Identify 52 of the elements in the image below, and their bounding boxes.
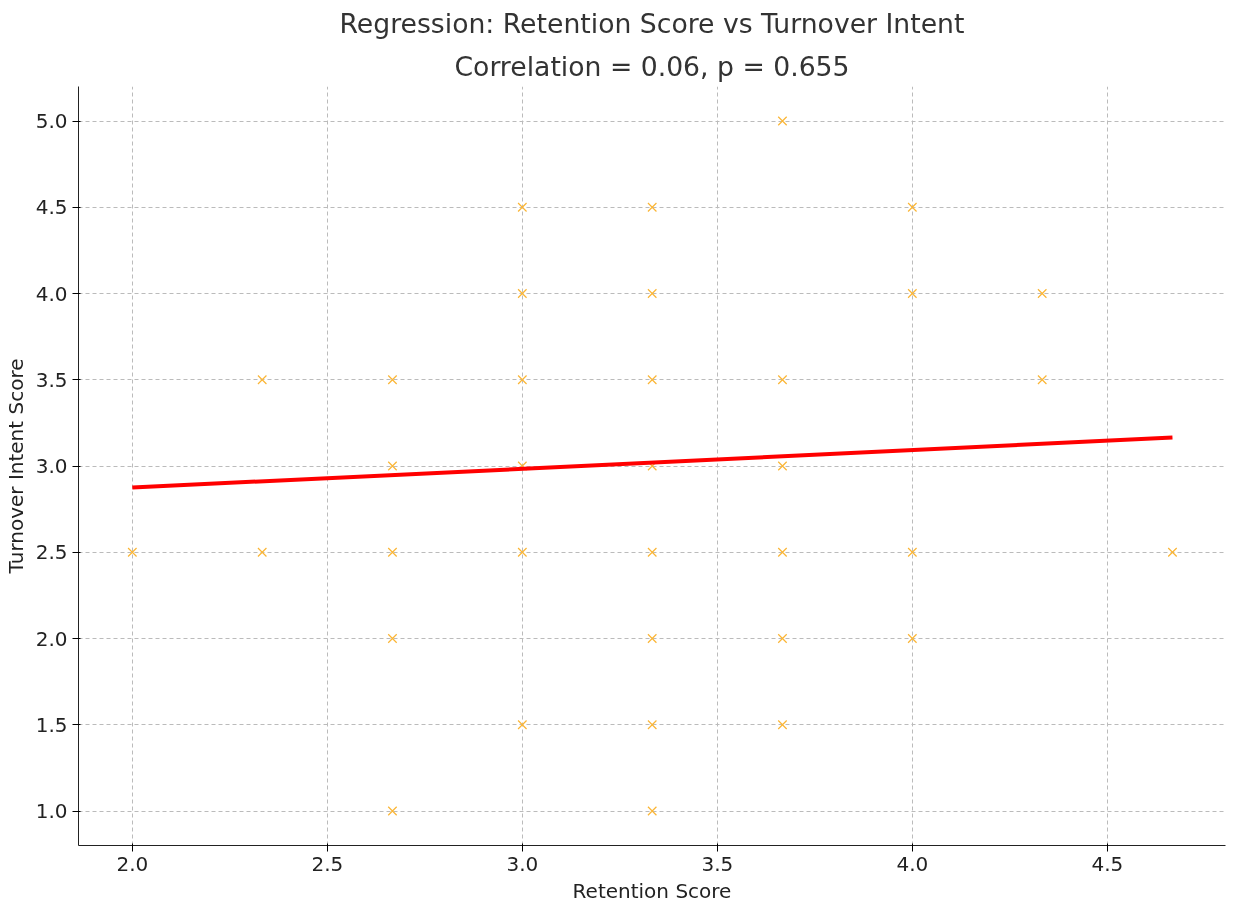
point [907, 288, 918, 299]
point [1037, 288, 1048, 299]
point [647, 547, 658, 558]
y-tick-label: 5.0 [35, 109, 68, 133]
x-tick-label: 4.5 [1091, 851, 1124, 876]
y-tick-label: 1.0 [35, 799, 68, 823]
point [517, 719, 528, 730]
point [647, 374, 658, 385]
y-tick-label: 4.5 [35, 195, 68, 220]
x-tick-label: 2.0 [116, 851, 149, 876]
point [517, 374, 528, 385]
y-tick-label: 4.0 [35, 281, 68, 306]
point [647, 633, 658, 644]
point [387, 547, 398, 558]
y-tick-label: 2.5 [35, 540, 68, 565]
point [777, 547, 788, 558]
y-tick-label: 3.0 [35, 454, 68, 478]
point [907, 202, 918, 213]
x-tick-label: 2.5 [311, 851, 344, 876]
point [907, 547, 918, 558]
point [387, 374, 398, 385]
point [777, 116, 788, 126]
y-tick-label: 1.5 [35, 712, 68, 737]
chart-subtitle: Correlation = 0.06, p = 0.655 [454, 50, 850, 82]
point [387, 633, 398, 644]
point [1167, 547, 1178, 558]
x-tick-label: 3.5 [701, 851, 734, 876]
point [777, 633, 788, 644]
point [517, 202, 528, 213]
point [517, 288, 528, 299]
point [647, 719, 658, 730]
point [777, 461, 788, 471]
point [517, 547, 528, 558]
point [387, 461, 398, 471]
y-tick-label: 3.5 [35, 367, 68, 392]
point [777, 374, 788, 385]
point [777, 719, 788, 730]
x-tick-label: 3.0 [506, 851, 539, 876]
point [907, 633, 918, 644]
point [647, 806, 658, 816]
x-axis-title: Retention Score [572, 878, 732, 903]
point [387, 806, 398, 816]
y-tick-label: 2.0 [35, 626, 68, 651]
point [647, 202, 658, 213]
point [127, 547, 138, 558]
point [647, 288, 658, 299]
y-axis-title: Turnover Intent Score [3, 358, 28, 575]
point [257, 374, 268, 385]
point [1037, 374, 1048, 385]
x-tick-label: 4.0 [896, 851, 929, 876]
point [257, 547, 268, 558]
chart-title: Regression: Retention Score vs Turnover Intent [339, 7, 965, 39]
